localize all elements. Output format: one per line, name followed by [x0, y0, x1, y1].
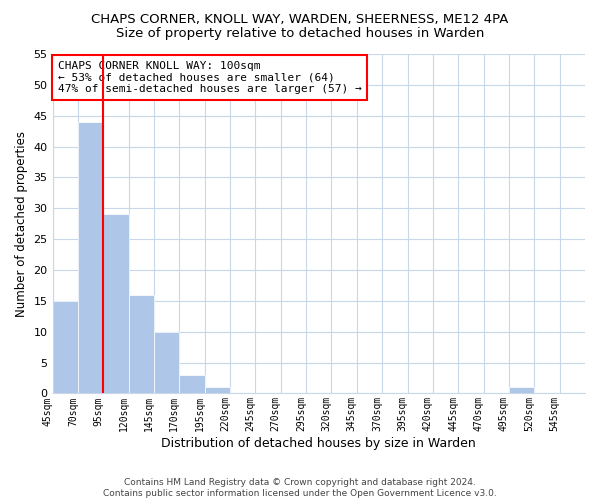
Bar — [78, 122, 103, 394]
Text: CHAPS CORNER KNOLL WAY: 100sqm
← 53% of detached houses are smaller (64)
47% of : CHAPS CORNER KNOLL WAY: 100sqm ← 53% of … — [58, 61, 362, 94]
Y-axis label: Number of detached properties: Number of detached properties — [15, 130, 28, 316]
Bar — [53, 301, 78, 394]
Text: Contains HM Land Registry data © Crown copyright and database right 2024.
Contai: Contains HM Land Registry data © Crown c… — [103, 478, 497, 498]
Bar — [509, 387, 534, 394]
Bar — [103, 214, 128, 394]
X-axis label: Distribution of detached houses by size in Warden: Distribution of detached houses by size … — [161, 437, 476, 450]
Text: Size of property relative to detached houses in Warden: Size of property relative to detached ho… — [116, 28, 484, 40]
Text: CHAPS CORNER, KNOLL WAY, WARDEN, SHEERNESS, ME12 4PA: CHAPS CORNER, KNOLL WAY, WARDEN, SHEERNE… — [91, 12, 509, 26]
Bar — [205, 387, 230, 394]
Bar — [128, 294, 154, 394]
Bar — [179, 375, 205, 394]
Bar — [154, 332, 179, 394]
